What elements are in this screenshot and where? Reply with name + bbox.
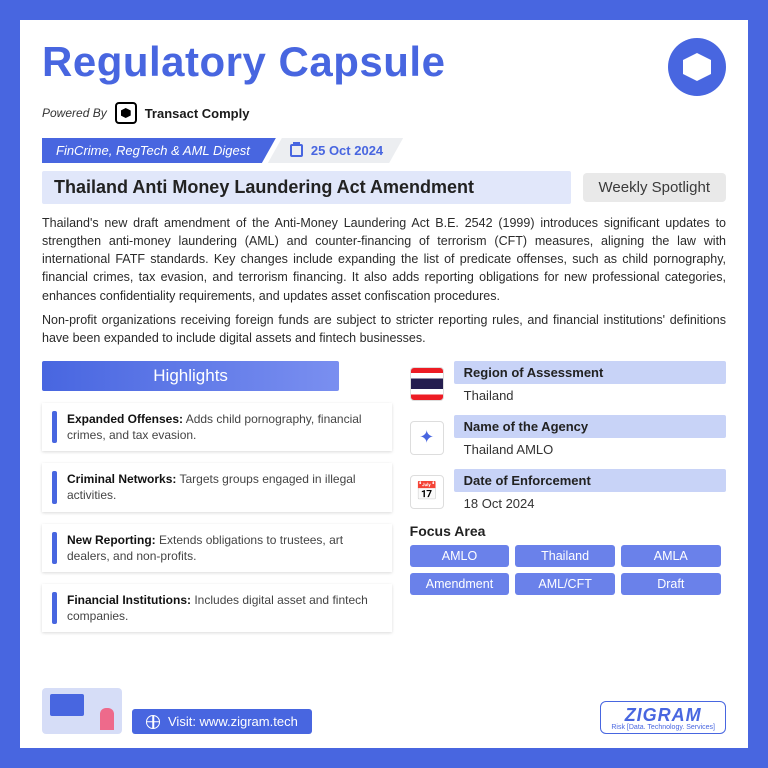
focus-tag: AMLO xyxy=(410,545,510,567)
accent-bar xyxy=(52,532,57,564)
focus-area-label: Focus Area xyxy=(410,523,726,539)
region-value: Thailand xyxy=(454,384,726,407)
footer: Visit: www.zigram.tech ZIGRAM Risk [Data… xyxy=(42,688,726,734)
mid-columns: Highlights Expanded Offenses: Adds child… xyxy=(42,361,726,633)
focus-tag: Thailand xyxy=(515,545,615,567)
publication-date: 25 Oct 2024 xyxy=(311,143,383,158)
highlight-item: Expanded Offenses: Adds child pornograph… xyxy=(42,403,392,451)
zigram-name: ZIGRAM xyxy=(611,706,715,724)
agency-value: Thailand AMLO xyxy=(454,438,726,461)
enforcement-date-value: 18 Oct 2024 xyxy=(454,492,726,515)
visit-link[interactable]: Visit: www.zigram.tech xyxy=(132,709,312,734)
visit-label: Visit: www.zigram.tech xyxy=(168,714,298,729)
headline-text: Thailand Anti Money Laundering Act Amend… xyxy=(42,171,571,204)
enforcement-date-label: Date of Enforcement xyxy=(454,469,726,492)
spotlight-pill: Weekly Spotlight xyxy=(583,173,726,202)
focus-tag: Draft xyxy=(621,573,721,595)
focus-tag: AML/CFT xyxy=(515,573,615,595)
visit-wrap: Visit: www.zigram.tech xyxy=(42,688,312,734)
region-label: Region of Assessment xyxy=(454,361,726,384)
body-paragraph: Non-profit organizations receiving forei… xyxy=(42,311,726,347)
meta-region: Region of Assessment Thailand xyxy=(410,361,726,407)
body-paragraph: Thailand's new draft amendment of the An… xyxy=(42,214,726,305)
focus-tags: AMLO Thailand AMLA Amendment AML/CFT Dra… xyxy=(410,545,726,595)
zigram-tagline: Risk [Data. Technology. Services] xyxy=(611,724,715,731)
highlight-bold: Criminal Networks: xyxy=(67,472,176,486)
powered-by-label: Powered By xyxy=(42,106,107,120)
brand-logo-icon xyxy=(668,38,726,96)
body-text: Thailand's new draft amendment of the An… xyxy=(42,214,726,347)
calendar-icon xyxy=(290,144,303,157)
header-row: Regulatory Capsule xyxy=(42,38,726,96)
date-chip: 25 Oct 2024 xyxy=(268,138,403,163)
focus-tag: Amendment xyxy=(410,573,510,595)
highlight-item: Criminal Networks: Targets groups engage… xyxy=(42,463,392,511)
highlights-title: Highlights xyxy=(42,361,339,391)
headline-bar: Thailand Anti Money Laundering Act Amend… xyxy=(42,171,726,204)
meta-column: Region of Assessment Thailand Name of th… xyxy=(410,361,726,633)
footer-illustration xyxy=(42,688,122,734)
highlight-bold: New Reporting: xyxy=(67,533,156,547)
accent-bar xyxy=(52,471,57,503)
highlight-item: New Reporting: Extends obligations to tr… xyxy=(42,524,392,572)
highlight-bold: Expanded Offenses: xyxy=(67,412,183,426)
agency-label: Name of the Agency xyxy=(454,415,726,438)
highlight-item: Financial Institutions: Includes digital… xyxy=(42,584,392,632)
meta-agency: Name of the Agency Thailand AMLO xyxy=(410,415,726,461)
zigram-logo: ZIGRAM Risk [Data. Technology. Services] xyxy=(600,701,726,734)
transact-comply-icon xyxy=(115,102,137,124)
ribbon-row: FinCrime, RegTech & AML Digest 25 Oct 20… xyxy=(42,138,726,163)
calendar-icon: 📅 xyxy=(410,475,444,509)
agency-badge-icon xyxy=(410,421,444,455)
accent-bar xyxy=(52,592,57,624)
meta-date: 📅 Date of Enforcement 18 Oct 2024 xyxy=(410,469,726,515)
accent-bar xyxy=(52,411,57,443)
digest-ribbon: FinCrime, RegTech & AML Digest xyxy=(42,138,276,163)
title: Regulatory Capsule xyxy=(42,38,445,86)
card: Regulatory Capsule Powered By Transact C… xyxy=(20,20,748,748)
highlights-column: Highlights Expanded Offenses: Adds child… xyxy=(42,361,392,633)
globe-icon xyxy=(146,715,160,729)
focus-tag: AMLA xyxy=(621,545,721,567)
highlight-bold: Financial Institutions: xyxy=(67,593,191,607)
powered-by-name: Transact Comply xyxy=(145,106,250,121)
powered-by-row: Powered By Transact Comply xyxy=(42,102,726,124)
thailand-flag-icon xyxy=(410,367,444,401)
